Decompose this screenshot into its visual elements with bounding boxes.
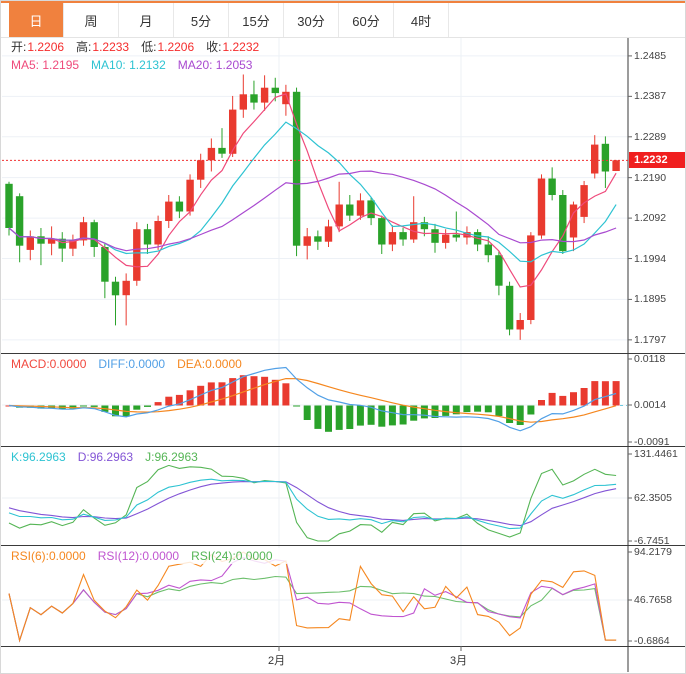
diff-value: DIFF:0.0000 <box>98 357 166 371</box>
k-value: K:96.2963 <box>11 450 66 464</box>
axis-label: 1.2485 <box>634 49 667 62</box>
x-axis-label: 3月 <box>450 655 468 667</box>
axis-label: -0.6864 <box>634 635 670 647</box>
tab-30分[interactable]: 30分 <box>284 3 339 37</box>
axis-label: 1.2387 <box>634 90 667 103</box>
rsi12-value: RSI(12):0.0000 <box>97 549 180 563</box>
low-label: 低: <box>141 40 157 54</box>
axis-label: 1.1994 <box>634 252 667 265</box>
tab-60分[interactable]: 60分 <box>339 3 394 37</box>
timeframe-tabbar: 日周月 5分 15分 30分 60分 4时 <box>1 1 685 38</box>
macd-readout: MACD:0.0000 DIFF:0.0000 DEA:0.0000 <box>9 356 256 372</box>
axis-label: 0.0118 <box>634 353 666 365</box>
high-label: 高: <box>76 40 92 54</box>
ma10-value: MA10: 1.2132 <box>91 58 166 72</box>
ma5-value: MA5: 1.2195 <box>11 58 80 72</box>
macd-value: MACD:0.0000 <box>11 357 87 371</box>
axis-label: 1.1797 <box>634 333 667 346</box>
d-value: D:96.2963 <box>77 450 134 464</box>
kdj-readout: K:96.2963 D:96.2963 J:96.2963 <box>9 449 212 465</box>
low-value: 1.2206 <box>157 40 195 54</box>
axis-label: -0.0091 <box>634 436 670 448</box>
ohlc-readout: 开:1.2206 高:1.2233 低:1.2206 收:1.2232 <box>9 39 274 55</box>
axis-label: 1.2190 <box>634 171 667 184</box>
current-price-badge: 1.2232 <box>629 152 685 168</box>
close-label: 收: <box>206 40 222 54</box>
rsi-readout: RSI(6):0.0000 RSI(12):0.0000 RSI(24):0.000… <box>9 548 287 564</box>
axis-label: 1.2289 <box>634 130 667 143</box>
tab-日[interactable]: 日 <box>9 3 64 37</box>
tab-月[interactable]: 月 <box>119 3 174 37</box>
axis-label: 94.2179 <box>634 546 672 558</box>
tab-4时[interactable]: 4时 <box>394 3 449 37</box>
axis-label: 62.3505 <box>634 492 672 504</box>
x-axis-label: 2月 <box>268 655 286 667</box>
axis-label: 1.1895 <box>634 293 667 306</box>
ma-readout: MA5: 1.2195 MA10: 1.2132 MA20: 1.2053 <box>9 57 267 73</box>
j-value: J:96.2963 <box>145 450 198 464</box>
axis-label: 46.7658 <box>634 594 672 606</box>
tab-5分[interactable]: 5分 <box>174 3 229 37</box>
close-value: 1.2232 <box>222 40 260 54</box>
ma20-value: MA20: 1.2053 <box>177 58 253 72</box>
open-label: 开: <box>11 40 27 54</box>
tab-周[interactable]: 周 <box>64 3 119 37</box>
rsi24-value: RSI(24):0.0000 <box>191 549 273 563</box>
axis-label: 131.4461 <box>634 448 678 460</box>
axis-label: -6.7451 <box>634 535 670 547</box>
axis-label: 0.0014 <box>634 399 667 411</box>
open-value: 1.2206 <box>27 40 65 54</box>
axis-label: 1.2092 <box>634 212 667 225</box>
rsi6-value: RSI(6):0.0000 <box>11 549 86 563</box>
tab-15分[interactable]: 15分 <box>229 3 284 37</box>
dea-value: DEA:0.0000 <box>177 357 242 371</box>
high-value: 1.2233 <box>92 40 130 54</box>
